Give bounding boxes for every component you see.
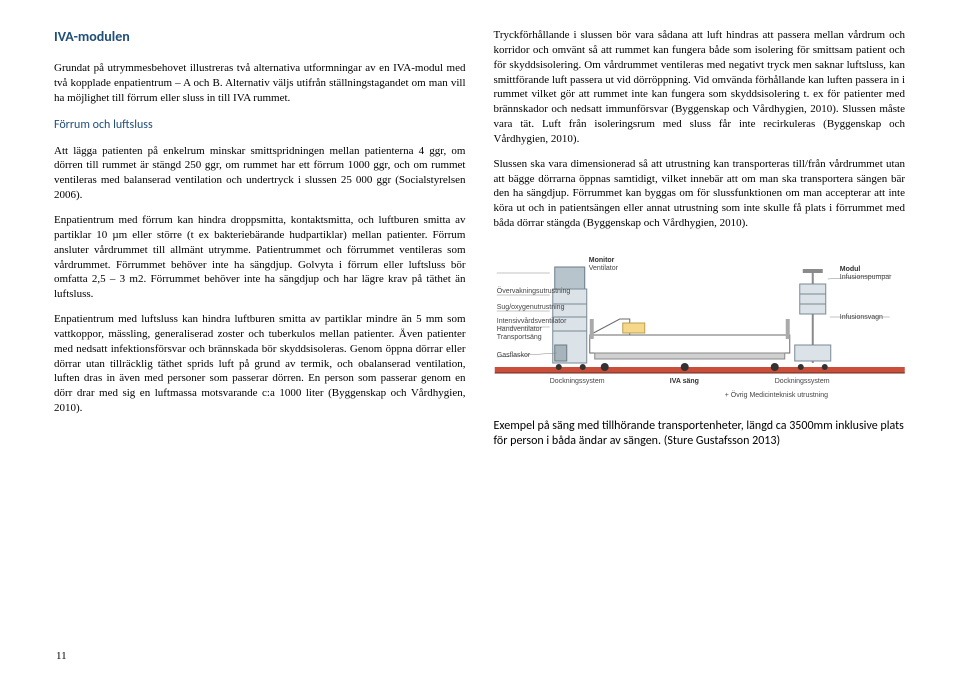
paragraph: Grundat på utrymmesbehovet illustreras t… — [54, 61, 466, 106]
paragraph: Tryckförhållande i slussen bör vara såda… — [494, 28, 906, 147]
svg-text:Handventilator: Handventilator — [496, 326, 542, 333]
label-ovrig: + Övrig Medicinteknisk utrustning — [724, 391, 827, 399]
subheading: Förrum och luftsluss — [54, 117, 466, 133]
label-dock1: Dockningssystem — [549, 378, 604, 385]
paragraph: Att lägga patienten på enkelrum minskar … — [54, 144, 466, 203]
label-modul: Modul — [839, 266, 860, 273]
label-dock2: Dockningssystem — [774, 378, 829, 385]
svg-text:Infusionspumpar: Infusionspumpar — [839, 274, 891, 281]
paragraph: Enpatientrum med luftsluss kan hindra lu… — [54, 312, 466, 416]
label-overvak: Övervakningsutrustning — [496, 287, 570, 295]
right-column: Tryckförhållande i slussen bör vara såda… — [494, 28, 906, 450]
figure-caption: Exempel på säng med tillhörande transpor… — [494, 419, 906, 450]
bed-diagram: Monitor Ventilator Övervakningsutrustnin… — [494, 249, 906, 404]
page-number: 11 — [56, 649, 67, 664]
paragraph: Enpatientrum med förrum kan hindra dropp… — [54, 213, 466, 302]
svg-text:Transportsäng: Transportsäng — [496, 334, 541, 341]
label-sug: Sug/oxygenutrustning — [496, 304, 564, 311]
label-bed: IVA säng — [669, 378, 698, 385]
svg-text:Ventilator: Ventilator — [588, 265, 618, 272]
left-column: IVA-modulen Grundat på utrymmesbehovet i… — [54, 28, 466, 450]
label-monitor: Monitor — [588, 257, 614, 264]
label-ventilator: Intensivvårdsventilator — [496, 317, 566, 325]
label-gas: Gasflaskor — [496, 352, 530, 359]
section-title: IVA-modulen — [54, 28, 466, 47]
paragraph: Slussen ska vara dimensionerad så att ut… — [494, 157, 906, 231]
label-infusion: Infusionsvagn — [839, 314, 882, 321]
